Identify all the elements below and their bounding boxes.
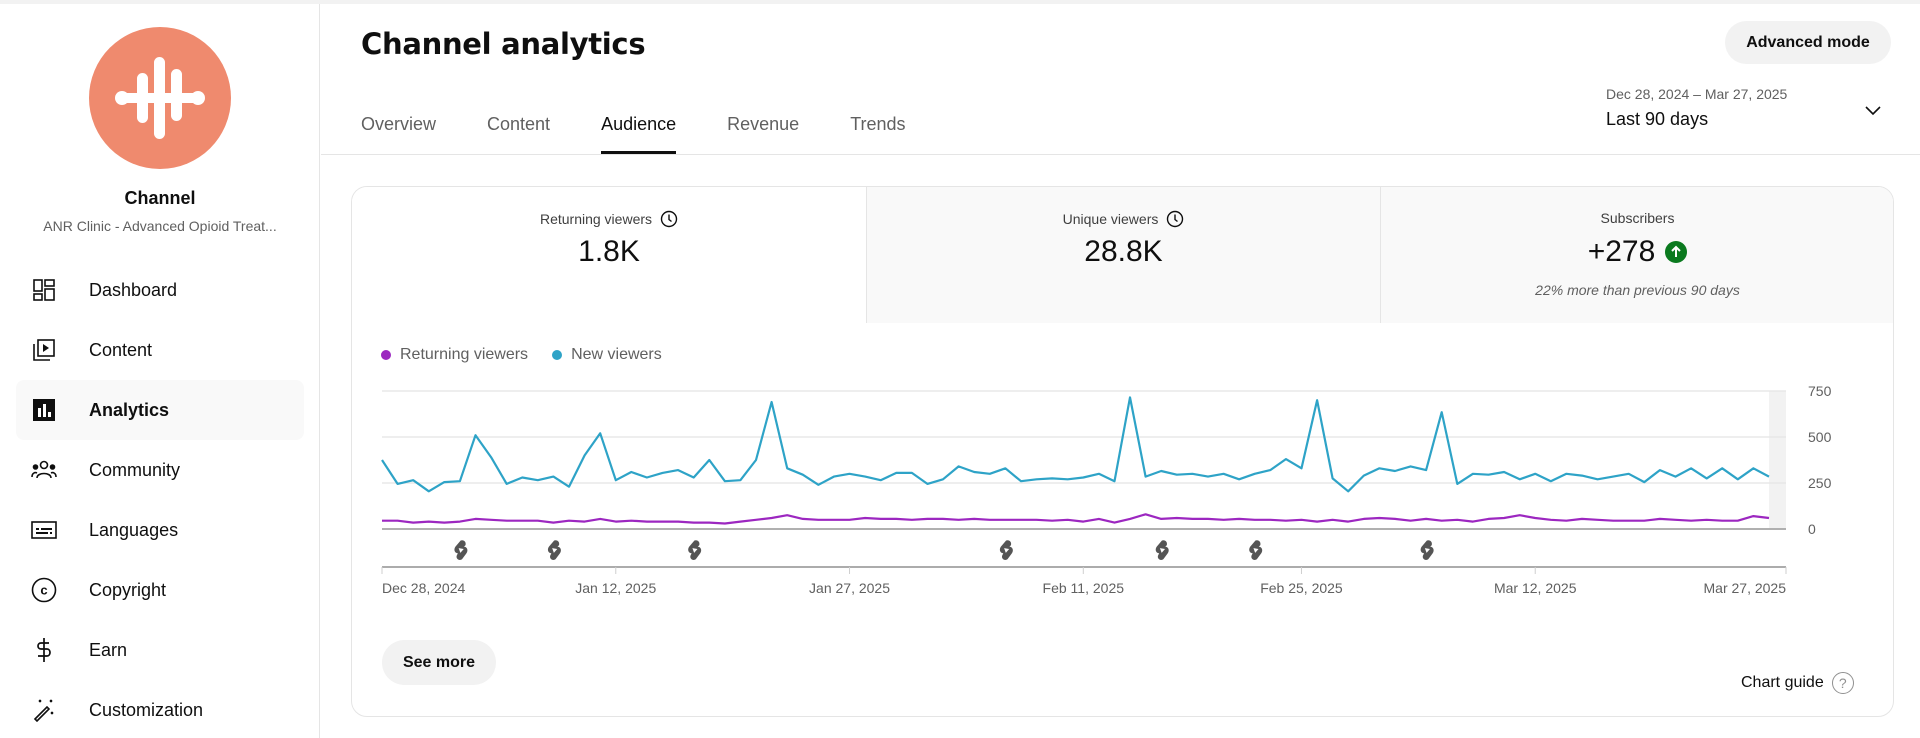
metric-value: +278 xyxy=(1587,235,1656,268)
metric-value: 1.8K xyxy=(578,235,640,268)
clock-icon[interactable] xyxy=(1166,210,1184,228)
chevron-down-icon[interactable] xyxy=(1862,100,1884,122)
clock-icon[interactable] xyxy=(660,210,678,228)
metric-title: Unique viewers xyxy=(1062,211,1159,227)
tab-revenue[interactable]: Revenue xyxy=(727,114,800,134)
chart-guide-label: Chart guide xyxy=(1741,674,1824,691)
sidebar-item-community[interactable]: Community xyxy=(16,440,304,500)
metric-title: Subscribers xyxy=(1600,210,1675,226)
chart-guide-link[interactable]: Chart guide ? xyxy=(1741,672,1854,694)
legend-label: New viewers xyxy=(571,346,662,363)
see-more-button[interactable]: See more xyxy=(382,640,496,685)
sidebar-item-analytics[interactable]: Analytics xyxy=(16,380,304,440)
subtitles-icon xyxy=(31,517,57,543)
sidebar-item-label: Copyright xyxy=(89,579,167,600)
date-range-text[interactable]: Dec 28, 2024 – Mar 27, 2025 xyxy=(1606,86,1788,102)
channel-label: Channel xyxy=(124,188,196,208)
sidebar-item-label: Analytics xyxy=(89,399,170,420)
tab-audience[interactable]: Audience xyxy=(601,100,677,154)
advanced-mode-button[interactable]: Advanced mode xyxy=(1725,21,1891,64)
channel-avatar[interactable] xyxy=(89,27,231,169)
magic-wand-icon xyxy=(31,697,57,723)
sidebar-item-label: Community xyxy=(89,459,181,480)
arrow-up-circle-icon xyxy=(1665,241,1688,263)
legend-new-viewers[interactable]: New viewers xyxy=(552,346,662,364)
metric-value: 28.8K xyxy=(1084,235,1163,268)
analytics-tabs: Overview Content Audience Revenue Trends xyxy=(361,100,957,154)
metric-tabs: Returning viewers 1.8K Unique viewers 28… xyxy=(352,187,1893,323)
channel-name: ANR Clinic - Advanced Opioid Treat... xyxy=(43,218,277,234)
sidebar-item-earn[interactable]: Earn xyxy=(16,620,304,680)
sidebar-item-content[interactable]: Content xyxy=(16,320,304,380)
sidebar-item-label: Content xyxy=(89,339,153,360)
metric-unique-viewers[interactable]: Unique viewers 28.8K xyxy=(866,187,1380,323)
chart-legend: Returning viewers New viewers xyxy=(381,346,662,364)
legend-dot-returning xyxy=(381,350,391,360)
dashboard-icon xyxy=(31,277,57,303)
legend-returning-viewers[interactable]: Returning viewers xyxy=(381,346,528,364)
svg-text:c: c xyxy=(40,583,47,598)
help-icon: ? xyxy=(1831,672,1854,694)
sidebar-item-label: Dashboard xyxy=(89,279,178,300)
legend-label: Returning viewers xyxy=(400,346,529,363)
content-icon xyxy=(31,337,57,363)
header-divider xyxy=(321,154,1920,155)
metric-subscribers[interactable]: Subscribers +278 22% more than previous … xyxy=(1380,187,1893,323)
sidebar: Channel ANR Clinic - Advanced Opioid Tre… xyxy=(0,4,320,738)
legend-dot-new xyxy=(552,350,563,360)
date-preset-text[interactable]: Last 90 days xyxy=(1606,109,1709,129)
audience-card: Returning viewers 1.8K Unique viewers 28… xyxy=(351,186,1894,717)
metric-title: Returning viewers xyxy=(539,211,653,227)
analytics-icon xyxy=(31,397,57,423)
tab-trends[interactable]: Trends xyxy=(850,114,906,134)
sidebar-item-languages[interactable]: Languages xyxy=(16,500,304,560)
sidebar-item-dashboard[interactable]: Dashboard xyxy=(16,260,304,320)
community-icon xyxy=(31,457,57,483)
copyright-icon: c xyxy=(31,577,57,603)
tab-content[interactable]: Content xyxy=(487,114,551,134)
dollar-icon xyxy=(31,637,57,663)
page-title: Channel analytics xyxy=(361,27,646,61)
top-bar xyxy=(0,0,1920,4)
sidebar-nav: Dashboard Content Analytics Community xyxy=(16,260,304,738)
sidebar-item-label: Customization xyxy=(89,699,204,720)
metric-returning-viewers[interactable]: Returning viewers 1.8K xyxy=(352,187,866,323)
tab-overview[interactable]: Overview xyxy=(361,114,437,134)
sidebar-item-label: Earn xyxy=(89,639,128,660)
metric-comparison: 22% more than previous 90 days xyxy=(1535,282,1740,298)
sidebar-item-label: Languages xyxy=(89,519,179,540)
sidebar-item-copyright[interactable]: c Copyright xyxy=(16,560,304,620)
sidebar-item-customization[interactable]: Customization xyxy=(16,680,304,738)
waveform-logo-icon xyxy=(115,57,205,139)
